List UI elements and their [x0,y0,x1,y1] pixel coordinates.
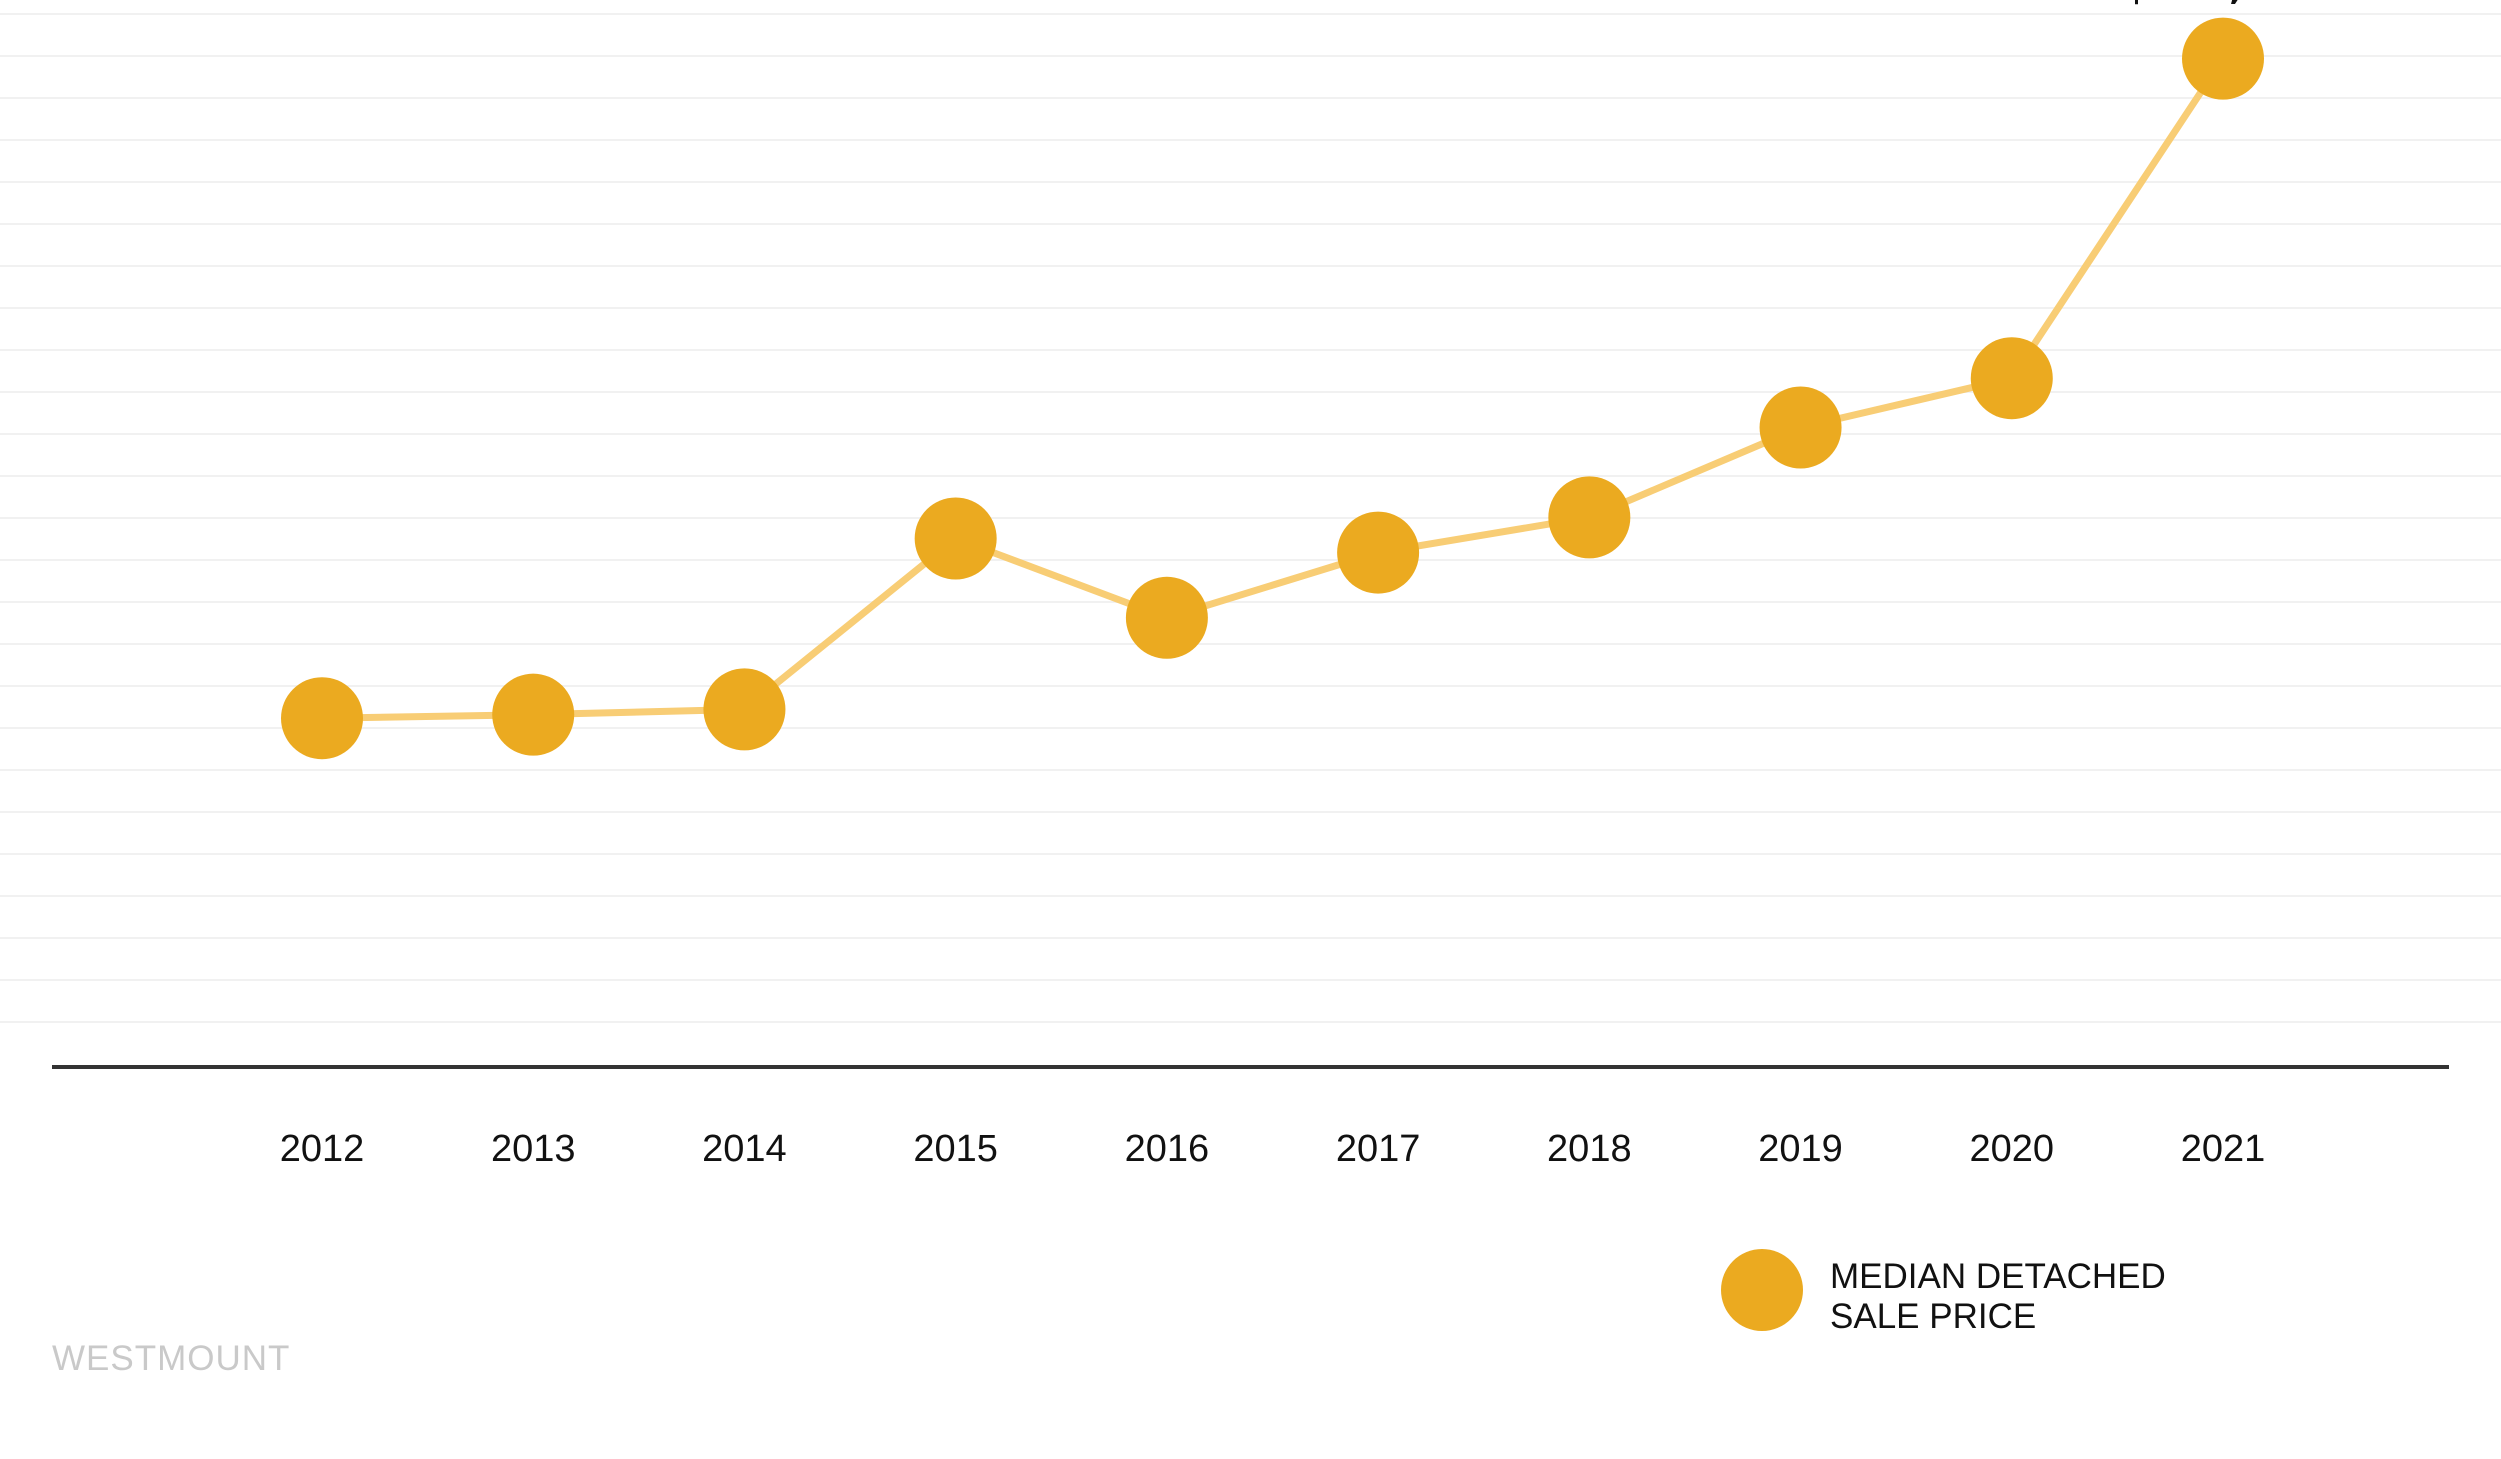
gridlines [0,13,2501,1023]
legend-label-line-1: MEDIAN DETACHED [1830,1257,2166,1296]
data-point-2012 [281,677,363,760]
series-line-layer [321,56,2226,722]
data-point-2015 [914,497,997,580]
x-tick-label: 2014 [702,1128,787,1170]
legend-label-line-2: SALE PRICE [1830,1297,2036,1336]
data-point-2017 [1337,511,1420,594]
x-tick-label: 2020 [1970,1128,2055,1170]
data-point-2016 [1125,576,1208,659]
series-markers [281,17,2264,760]
x-tick-labels: 2012 2013 2014 2015 2016 2017 2018 2019 2020 2021 [280,1128,2266,1170]
annotations: $972,400 [2123,0,2323,8]
x-tick-label: 2013 [491,1128,576,1170]
data-point-2018 [1548,476,1631,559]
x-tick-label: 2018 [1547,1128,1632,1170]
watermark-logo: WESTMOUNT [52,1339,290,1378]
x-tick-label: 2012 [280,1128,365,1170]
legend: MEDIAN DETACHED SALE PRICE [1721,1249,2166,1336]
x-tick-label: 2019 [1758,1128,1843,1170]
x-tick-label: 2021 [2181,1128,2266,1170]
x-tick-label: 2017 [1336,1128,1421,1170]
data-point-2014 [703,668,786,751]
data-point-2019 [1759,386,1842,469]
series-line [321,56,2226,722]
data-point-2021 [2182,17,2264,100]
x-tick-label: 2016 [1125,1128,1210,1170]
data-point-2013 [492,673,575,756]
x-tick-label: 2015 [913,1128,998,1170]
data-point-2020 [1970,337,2053,420]
data-label-2021: $972,400 [2123,0,2323,8]
legend-marker [1721,1249,1803,1331]
